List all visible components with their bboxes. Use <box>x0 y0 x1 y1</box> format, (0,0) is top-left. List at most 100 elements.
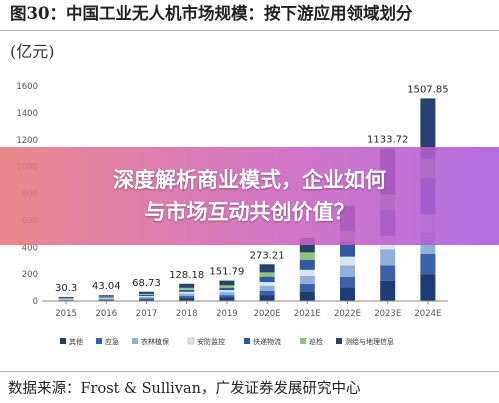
bar-segment <box>219 295 235 298</box>
x-tick-label: 2020E <box>254 309 281 319</box>
x-tick-label: 2017 <box>136 309 158 319</box>
bar-segment <box>299 275 315 284</box>
x-tick-label: 2024E <box>414 309 441 319</box>
bar-segment <box>340 287 355 301</box>
bar-segment <box>219 292 235 296</box>
source-divider <box>0 371 499 372</box>
bar-segment <box>98 295 114 297</box>
y-tick-label: 0 <box>33 297 38 307</box>
bar-segment <box>179 296 195 299</box>
legend-swatch <box>60 338 66 344</box>
bar-segment <box>340 276 355 288</box>
bar-segment <box>179 293 195 297</box>
bar-segment <box>299 283 315 292</box>
bar-segment <box>98 299 114 300</box>
bar-segment <box>179 287 195 290</box>
promo-banner[interactable]: 深度解析商业模式，企业如何 与市场互动共创价值？ <box>0 147 499 245</box>
total-label: 30.3 <box>55 283 77 294</box>
bar-segment <box>98 297 114 298</box>
legend-label: 其他 <box>69 337 83 346</box>
bar-segment <box>259 285 275 291</box>
legend-label: 农林植保 <box>141 337 169 346</box>
bar-segment <box>98 296 114 298</box>
bar-segment <box>340 256 355 266</box>
x-tick-label: 2018 <box>176 309 198 319</box>
bar-segment <box>98 299 114 301</box>
bar-segment <box>340 241 355 257</box>
total-label: 43.04 <box>92 281 121 292</box>
banner-line-2: 与市场互动共创价值？ <box>144 200 355 224</box>
legend-label: 巡检 <box>309 337 323 346</box>
legend-swatch <box>187 337 195 345</box>
bar-segment <box>380 249 396 266</box>
y-tick-label: 400 <box>22 243 38 253</box>
bar-segment <box>340 265 355 277</box>
total-label: 273.21 <box>250 250 285 261</box>
bar-segment <box>259 295 275 301</box>
total-label: 128.18 <box>169 270 204 281</box>
bar-segment <box>179 291 195 294</box>
bar-segment <box>299 291 315 301</box>
legend-swatch <box>96 338 102 344</box>
legend-label: 安防监控 <box>197 337 225 346</box>
bar-segment <box>299 252 315 260</box>
bar-segment <box>299 269 315 276</box>
bar-segment <box>139 298 154 300</box>
bar-segment <box>259 290 275 296</box>
legend-swatch <box>336 338 342 344</box>
bar-segment <box>259 272 275 277</box>
bar-segment <box>219 287 235 291</box>
legend-swatch <box>300 338 306 344</box>
bar-segment <box>139 294 154 297</box>
bar-segment <box>219 285 235 288</box>
total-label: 1507.85 <box>407 84 448 95</box>
total-label: 68.73 <box>132 278 161 289</box>
legend-swatch <box>244 338 250 344</box>
y-tick-label: 1600 <box>16 82 38 92</box>
y-tick-label: 1400 <box>16 109 38 119</box>
bar-segment <box>179 289 195 292</box>
legend-label: 测绘与地理信息 <box>345 337 394 346</box>
x-tick-label: 2022E <box>334 309 361 319</box>
x-axis: 2015 2016 2017 2018 2019 2020E 2021E 2022E 2023E… <box>42 300 448 319</box>
bar-segment <box>420 274 436 301</box>
legend-label: 应急 <box>105 337 119 346</box>
x-tick-label: 2021E <box>294 309 321 319</box>
bar-segment <box>179 298 195 301</box>
bar-segment <box>299 259 315 270</box>
bar-segment <box>139 296 154 299</box>
bar-segment <box>219 290 235 293</box>
bar-segment <box>139 291 154 294</box>
bar-segment <box>420 253 436 275</box>
bar-segment <box>58 297 74 299</box>
banner-line-1: 深度解析商业模式，企业如何 <box>113 168 386 192</box>
bar-segment <box>58 296 74 298</box>
bar-segment <box>420 98 436 160</box>
title-divider <box>0 30 499 31</box>
bar-segment <box>58 299 74 300</box>
total-label: 151.79 <box>209 267 244 278</box>
bar-segment <box>98 298 114 300</box>
unit-label: (亿元) <box>10 42 55 61</box>
legend: 其他 应急 农林植保 安防监控 快递物流 巡检 测绘与地理信息 <box>60 337 394 346</box>
x-tick-label: 2016 <box>95 309 117 319</box>
bar-segment <box>380 280 396 301</box>
bar-segment <box>380 265 396 281</box>
bar-segment <box>219 297 235 301</box>
y-tick-label: 1200 <box>16 136 38 146</box>
bar-segment <box>259 264 275 273</box>
bar-segment <box>179 283 195 288</box>
y-tick-label: 200 <box>22 270 38 280</box>
x-tick-label: 2015 <box>55 309 77 319</box>
total-labels: 30.3 43.04 68.73 128.18 151.79 273.21 1133.72 1… <box>55 84 449 294</box>
bar-segment <box>139 299 154 301</box>
x-tick-label: 2023E <box>374 309 401 319</box>
bar-segment <box>139 296 154 297</box>
total-label: 1133.72 <box>367 135 408 146</box>
bar-segment <box>219 280 235 286</box>
bar-segment <box>98 297 114 299</box>
source-note: 数据来源：Frost & Sullivan，广发证券发展研究中心 <box>8 381 361 397</box>
bar-segment <box>259 282 275 286</box>
bar-segment <box>139 293 154 295</box>
legend-swatch <box>132 338 138 344</box>
